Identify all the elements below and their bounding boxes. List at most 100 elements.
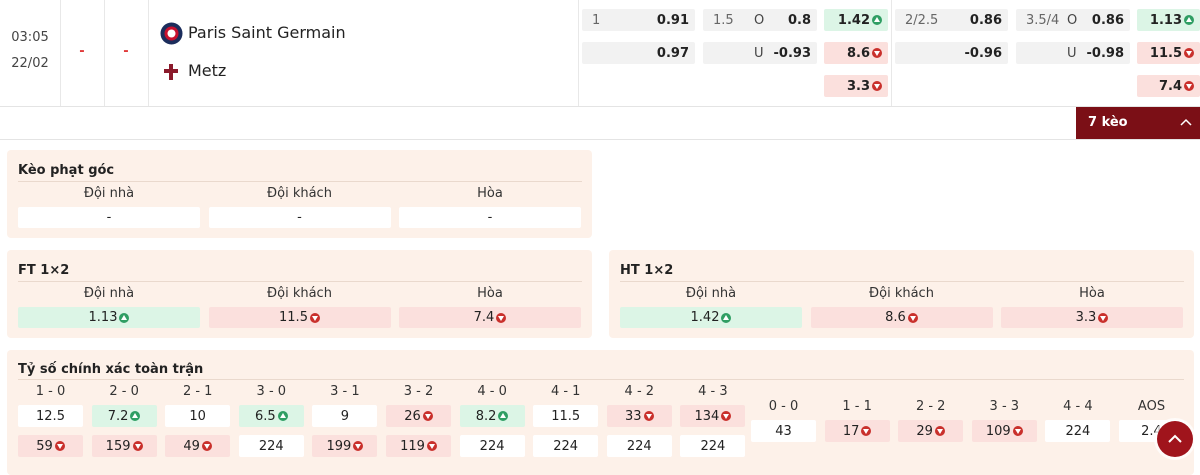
odds-cell: -: [18, 207, 200, 228]
divider: [891, 0, 892, 106]
odds-cell: 1.13: [18, 307, 200, 328]
trend-icon-down: [201, 441, 212, 451]
odds-cell: 159: [91, 435, 157, 457]
chevron-up: [1180, 118, 1192, 126]
odds-cell: 12.5: [18, 405, 83, 427]
score-label: 4 - 0: [477, 384, 507, 399]
odds-value: 7.4: [473, 310, 495, 325]
score-label: 2 - 2: [915, 399, 946, 414]
arrow: [645, 414, 652, 419]
over-under-side: U: [1067, 45, 1077, 61]
price: 0.97: [656, 45, 689, 61]
odds-value: 224: [553, 438, 579, 454]
column-header: Đội nhà: [83, 286, 135, 301]
odds-value: 0.97: [657, 46, 689, 61]
price: 1.13: [1149, 12, 1182, 28]
arrow: [1186, 84, 1192, 89]
price: 0.86: [1091, 12, 1124, 28]
odds-cell: 10: [165, 405, 231, 427]
trend-icon-down: [872, 48, 882, 58]
trend-icon-down: [1098, 312, 1109, 323]
trend-icon-down: [934, 426, 945, 436]
trend-icon-down: [1012, 426, 1023, 436]
odds-value: 11.5: [279, 310, 308, 325]
scroll-top-button[interactable]: [1157, 421, 1193, 457]
odds-cell: -0.96: [895, 42, 1008, 64]
arrow: [909, 315, 916, 321]
odds-value: 0.8: [788, 13, 811, 28]
price: 3.3: [846, 78, 870, 94]
odds-value: 119: [400, 438, 425, 454]
match-date: 22/02: [11, 56, 49, 71]
odds-value: 1.42: [838, 13, 882, 28]
handicap-line: 3.5/4: [1026, 12, 1060, 28]
arrow: [1014, 429, 1021, 434]
odds-cell: 59: [18, 435, 83, 457]
odds-value: 11.5: [551, 408, 581, 424]
odds-value: 224: [700, 438, 726, 454]
score-label: AOS: [1137, 399, 1166, 414]
odds-value: 29: [916, 423, 933, 439]
handicap-line: 1.5: [713, 12, 734, 28]
odds-value: 10: [189, 408, 206, 424]
score-label: 2 - 0: [109, 384, 139, 399]
column-header: Đội nhà: [685, 286, 737, 301]
odds-cell: 1 0.91: [582, 9, 695, 31]
odds-cell: 29: [898, 420, 964, 442]
odds-cell: 43: [751, 420, 816, 442]
odds-cell: 109: [971, 420, 1037, 442]
odds-value: 199: [326, 438, 352, 454]
odds-value: 3.3: [1075, 310, 1097, 325]
odds-cell: U -0.93: [703, 42, 817, 64]
price: 1.42: [837, 12, 870, 28]
divider: [18, 379, 1184, 380]
odds-value: 224: [258, 438, 284, 454]
score-label: 2 - 1: [182, 384, 213, 399]
odds-cell: 33: [606, 405, 672, 427]
odds-cell: 224: [606, 435, 672, 457]
trend-icon-down: [907, 312, 918, 323]
trend-icon-up: [130, 411, 141, 421]
odds-value: 2.4: [1141, 423, 1162, 439]
arrow: [936, 429, 943, 434]
odds-value: -: [297, 210, 302, 225]
odds-cell: 7.4: [399, 307, 581, 328]
odds-cell: 1.42: [620, 307, 802, 328]
panel-title: Kèo phạt góc: [18, 163, 115, 178]
odds-value: 49: [183, 438, 200, 454]
arrow: [203, 444, 210, 449]
toggle-label: 7 kèo: [1088, 115, 1128, 130]
odds-cell: 8.2: [459, 405, 525, 427]
trend-icon-down: [643, 411, 654, 421]
odds-cell: 1.42: [824, 9, 888, 31]
trend-icon-up: [1184, 15, 1194, 25]
score-label: 4 - 3: [698, 384, 728, 399]
trend-icon-down: [426, 441, 437, 451]
score-label: 1 - 0: [35, 384, 66, 399]
odds-cell: 224: [459, 435, 525, 457]
trend-icon-down: [861, 426, 872, 436]
score-label: 0 - 0: [768, 399, 799, 414]
odds-cell: 11.5: [1137, 42, 1200, 64]
more-odds-toggle[interactable]: 7 kèo: [1076, 107, 1200, 139]
score-label: 3 - 3: [989, 399, 1020, 414]
column-header: Hòa: [477, 186, 503, 201]
odds-value: 43: [775, 423, 792, 439]
odds-value: -0.98: [1087, 46, 1124, 61]
price: -0.98: [1086, 45, 1124, 61]
odds-cell: 224: [238, 435, 304, 457]
odds-value: 17: [842, 423, 860, 439]
odds-cell: 224: [1045, 420, 1111, 442]
score-label: 3 - 0: [256, 384, 287, 399]
odds-value: -: [106, 210, 112, 225]
column-header: Hòa: [477, 286, 503, 301]
column-header: Đội khách: [267, 286, 332, 301]
odds-value: 159: [105, 438, 131, 454]
arrow: [1186, 51, 1192, 56]
arrow: [424, 414, 431, 419]
divider: [578, 0, 579, 106]
odds-cell: 17: [824, 420, 890, 442]
odds-value: -0.96: [965, 46, 1002, 61]
